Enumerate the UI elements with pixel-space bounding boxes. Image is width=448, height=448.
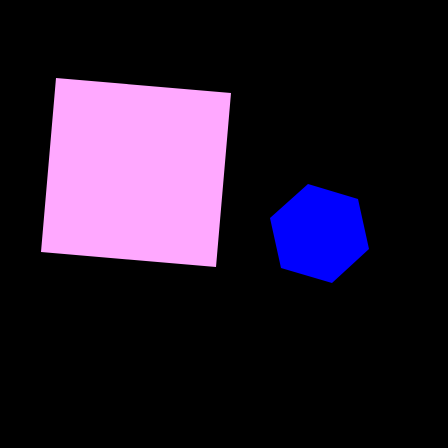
blue-hexagon	[270, 184, 369, 283]
pink-square	[41, 78, 231, 267]
